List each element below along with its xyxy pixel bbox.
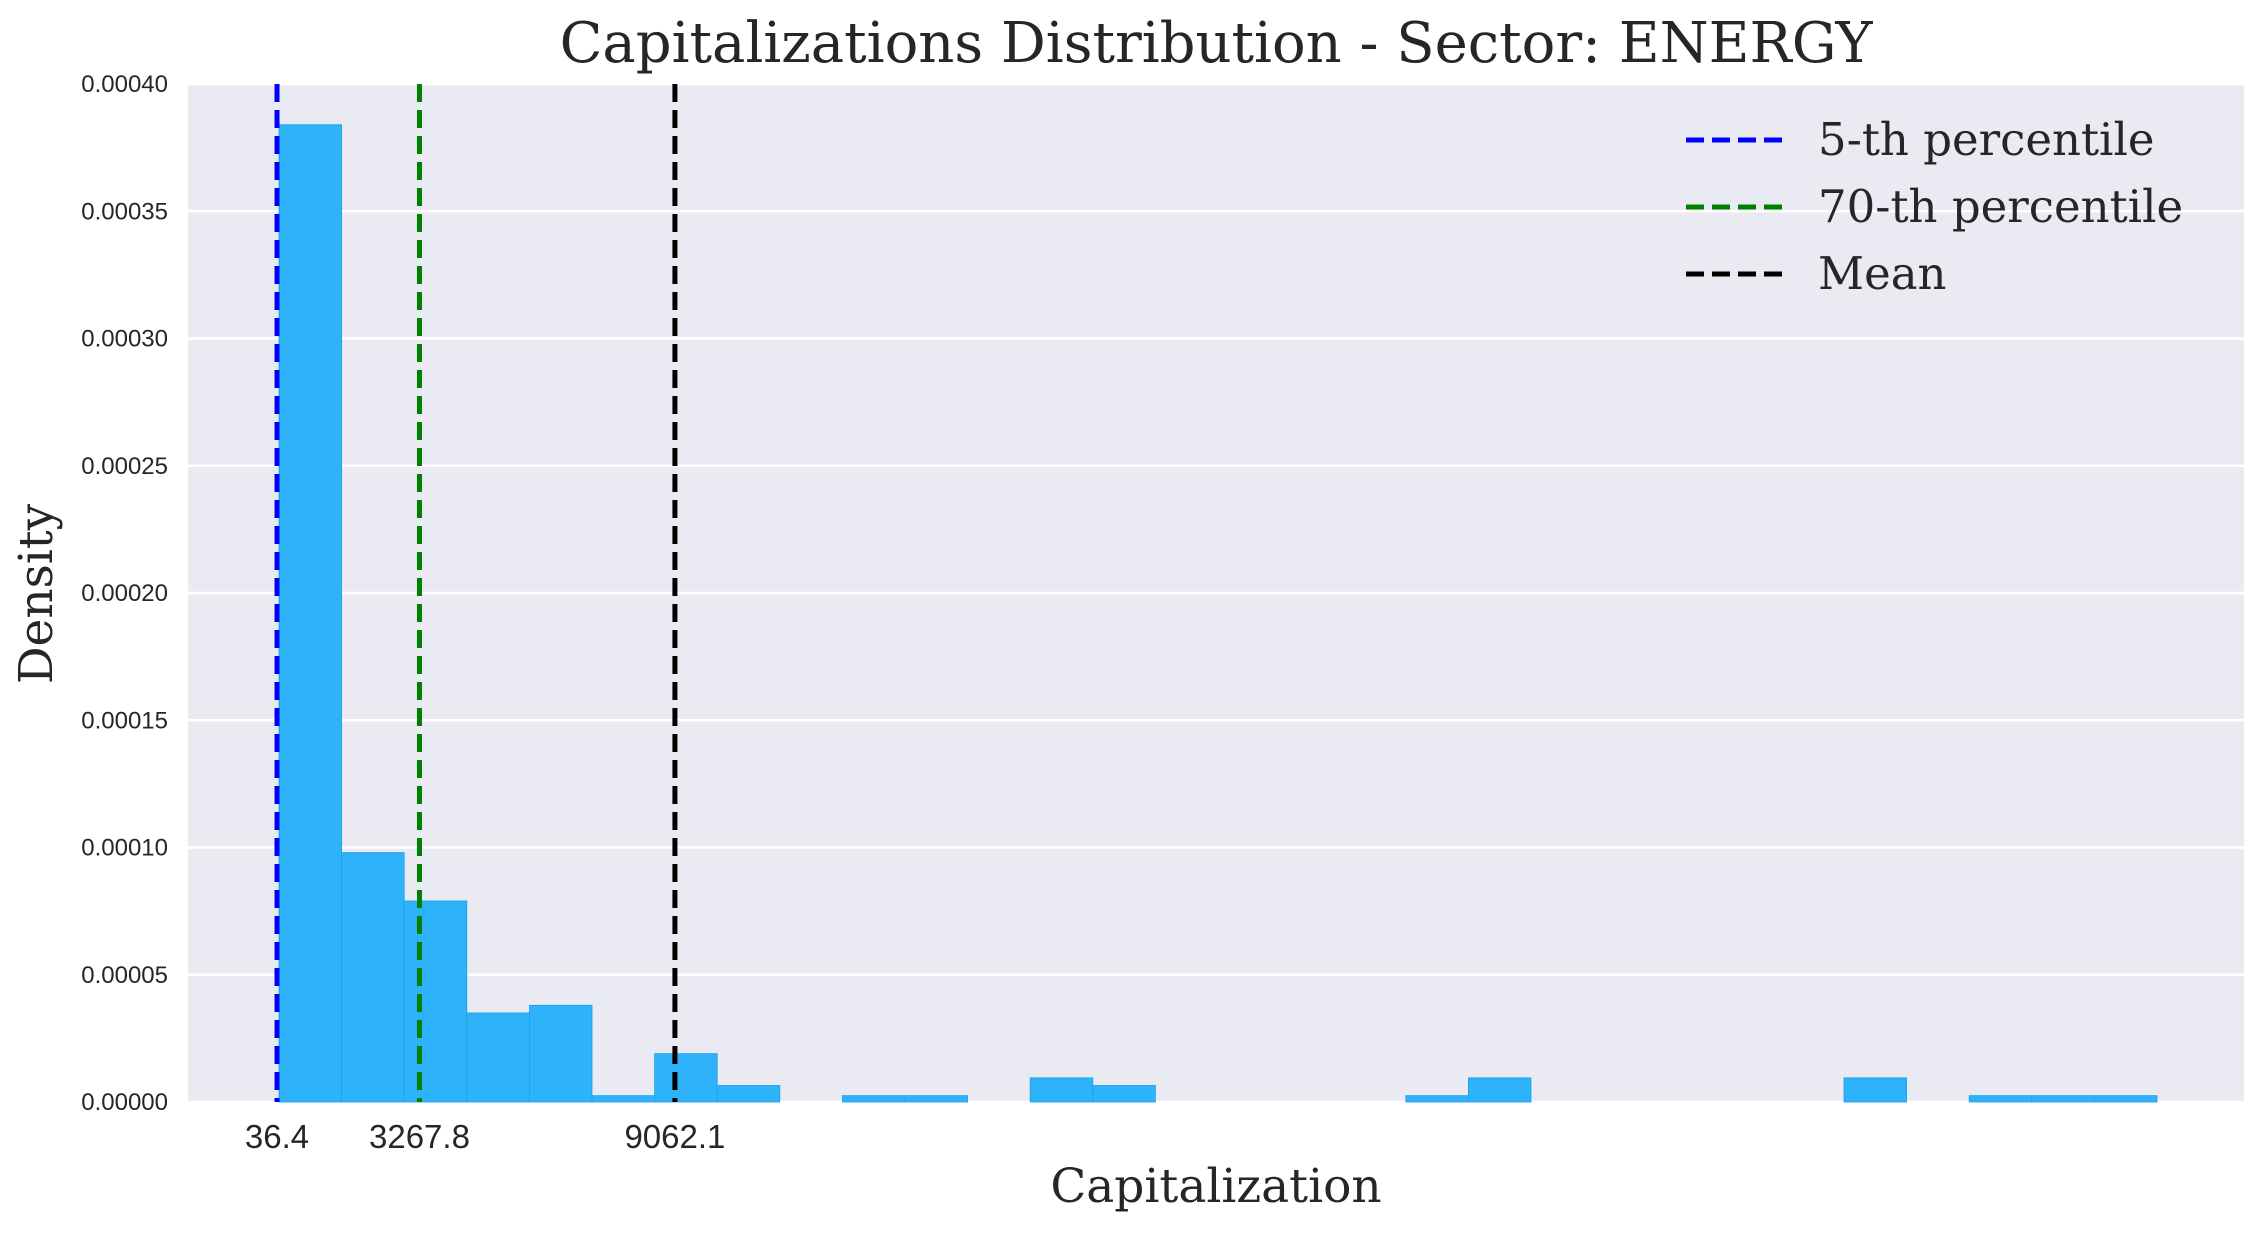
chart-title: Capitalizations Distribution - Sector: E… xyxy=(560,11,1874,76)
x-tick-label: 9062.1 xyxy=(624,1118,725,1155)
histogram-bar xyxy=(716,1085,781,1103)
y-tick-label: 0.00040 xyxy=(81,71,168,98)
legend-entry: 70-th percentile xyxy=(1818,180,2183,233)
x-tick-label: 36.4 xyxy=(245,1118,309,1155)
histogram-bar xyxy=(1029,1077,1094,1103)
y-tick-label: 0.00020 xyxy=(81,580,168,607)
y-axis-label: Density xyxy=(9,503,64,684)
histogram-bar xyxy=(842,1095,906,1103)
histogram-bar xyxy=(591,1095,655,1103)
histogram-bar xyxy=(1968,1095,2033,1103)
legend: 5-th percentile 70-th percentile Mean xyxy=(1686,113,2183,300)
reference-lines xyxy=(274,84,678,1102)
y-tick-label: 0.00015 xyxy=(81,707,168,734)
histogram-bars xyxy=(278,124,2158,1103)
y-tick-label: 0.00005 xyxy=(81,962,168,989)
histogram-bar xyxy=(1843,1077,1907,1103)
y-tick-label: 0.00010 xyxy=(81,835,168,862)
y-tick-label: 0.00025 xyxy=(81,453,168,480)
histogram-bar xyxy=(403,900,468,1103)
x-axis-label: Capitalization xyxy=(1050,1159,1381,1214)
y-axis-ticks: 0.00000 0.00005 0.00010 0.00015 0.00020 0.000… xyxy=(81,71,168,1116)
histogram-bar xyxy=(341,852,405,1103)
y-tick-label: 0.00030 xyxy=(81,326,168,353)
histogram-bar xyxy=(904,1095,968,1103)
histogram-bar xyxy=(2031,1095,2095,1103)
histogram-bar xyxy=(1405,1095,1469,1103)
histogram-bar xyxy=(278,124,342,1103)
y-tick-label: 0.00035 xyxy=(81,198,168,225)
histogram-bar xyxy=(1092,1085,1156,1103)
histogram-bar xyxy=(654,1053,718,1103)
histogram-bar xyxy=(529,1004,593,1103)
y-tick-label: 0.00000 xyxy=(81,1089,168,1116)
legend-entry: 5-th percentile xyxy=(1818,113,2154,166)
histogram-bar xyxy=(466,1012,530,1103)
histogram-bar xyxy=(1468,1077,1532,1103)
legend-entry: Mean xyxy=(1818,247,1947,300)
histogram-bar xyxy=(2093,1095,2158,1103)
x-axis-ticks: 36.4 3267.8 9062.1 xyxy=(245,1118,725,1155)
x-tick-label: 3267.8 xyxy=(369,1118,470,1155)
